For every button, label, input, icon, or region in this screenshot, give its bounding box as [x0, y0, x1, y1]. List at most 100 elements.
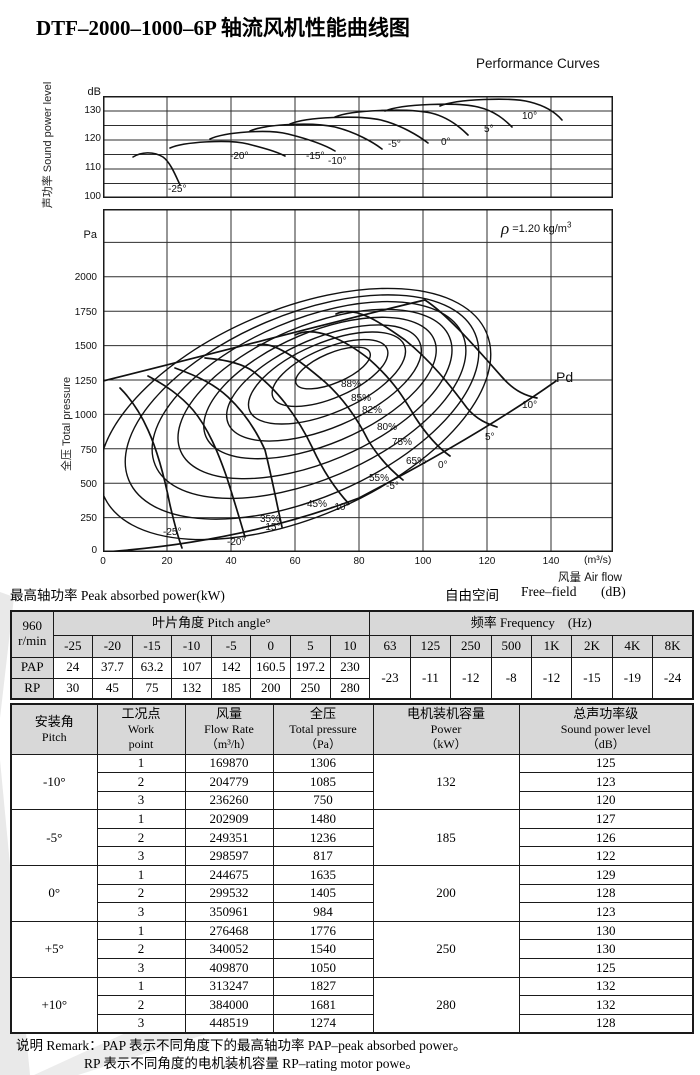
power-cell: 200 [372, 865, 520, 922]
remark-line-2: RP 表示不同角度的电机装机容量 RP–rating motor powe。 [84, 1056, 419, 1071]
pitch-angle-label: -15° [262, 522, 281, 533]
header-power: 电机装机容量 Power （kW） [372, 703, 520, 755]
flow-x-tick: 120 [478, 556, 496, 567]
pap-value: 63.2 [131, 656, 173, 679]
efficiency-label: 55% [369, 473, 390, 484]
pap-value: 142 [210, 656, 252, 679]
pressure-cell: 1274 [272, 1013, 374, 1034]
header-spl-unit: （dB） [586, 737, 625, 752]
work-point-cell: 1 [96, 865, 186, 885]
power-cell: 132 [372, 753, 520, 811]
free-field-caption-en: Free–field [521, 584, 577, 599]
sound-y-tick: 120 [84, 133, 101, 144]
spl-cell: 122 [518, 846, 694, 867]
sound-curve-label: -20° [230, 151, 249, 162]
flow-axis-title: 风量 Air flow [558, 572, 622, 584]
flow-x-tick: 40 [225, 556, 237, 567]
efficiency-contour-80 [225, 324, 423, 442]
pitch-angle-label: -10° [331, 502, 350, 513]
pressure-cell: 1827 [272, 976, 374, 997]
spl-cell: 120 [518, 790, 694, 811]
pitch-angle-label: -20° [227, 537, 246, 548]
spl-cell: 123 [518, 772, 694, 792]
pitch-curve--15 [174, 367, 283, 528]
header-pressure-zh: 全压 [309, 706, 336, 722]
pressure-y-tick: 500 [80, 479, 97, 490]
page-title: DTF–2000–1000–6P 轴流风机性能曲线图 [36, 16, 410, 40]
flow-cell: 299532 [184, 883, 274, 904]
header-work-point: 工况点 Work point [96, 703, 186, 755]
sound-curve--20 [169, 140, 286, 157]
pitch-angle-label: -5° [386, 481, 399, 492]
work-point-cell: 1 [96, 753, 186, 774]
flow-cell: 169870 [184, 753, 274, 774]
flow-cell: 236260 [184, 790, 274, 811]
header-flow: 风量 Flow Rate （m³/h） [184, 703, 274, 755]
pap-value: 37.7 [92, 656, 133, 679]
pitch-cell: +5° [10, 920, 98, 978]
freq-col-header: 63 [369, 634, 411, 658]
spl-cell: 123 [518, 902, 694, 922]
freq-value: -12 [530, 656, 573, 700]
work-point-cell: 1 [96, 976, 186, 997]
pressure-y-tick: 1750 [74, 307, 97, 318]
pitch-cell: -5° [10, 809, 98, 867]
pressure-cell: 750 [272, 790, 374, 811]
work-point-cell: 3 [96, 958, 186, 978]
efficiency-contour-65 [177, 308, 453, 480]
spl-cell: 132 [518, 976, 694, 997]
pressure-cell: 984 [272, 902, 374, 922]
sound-curve-label: -5° [388, 139, 401, 150]
efficiency-label: 88% [341, 379, 362, 390]
pap-row-label: PAP [10, 656, 54, 679]
freq-value: -12 [450, 656, 492, 700]
pitch-curve--5 [257, 343, 404, 481]
header-spl-zh: 总声功率级 [573, 706, 639, 722]
efficiency-contour-35 [103, 287, 492, 541]
spl-cell: 127 [518, 809, 694, 829]
efficiency-label: 75% [392, 437, 413, 448]
free-field-caption-zh: 自由空间 [445, 588, 499, 603]
work-point-table: 安装角 Pitch 工况点 Work point 风量 Flow Rate （m… [10, 703, 694, 1034]
frequency-header: 频率 Frequency (Hz) [369, 610, 694, 636]
work-point-cell: 2 [96, 939, 186, 960]
pitch-angle-label: -25° [163, 527, 182, 538]
angle-col-header: -25 [52, 634, 94, 658]
flow-cell: 448519 [184, 1013, 274, 1034]
pressure-y-tick: 1500 [74, 341, 97, 352]
angle-col-header: 0 [250, 634, 292, 658]
pitch-curve-0 [294, 330, 451, 457]
flow-x-tick: 100 [414, 556, 432, 567]
work-point-cell: 3 [96, 1013, 186, 1034]
pitch-curve--20 [147, 375, 246, 538]
pitch-angle-label: 10° [522, 400, 538, 411]
sound-curve-label: -15° [306, 151, 325, 162]
pressure-y-tick: 2000 [74, 272, 97, 283]
flow-x-tick: 60 [289, 556, 301, 567]
page-subtitle: Performance Curves [476, 56, 600, 71]
pressure-y-tick: 1000 [74, 410, 97, 421]
header-point-en2: point [128, 737, 154, 752]
frequency-unit: (Hz) [567, 615, 592, 631]
efficiency-label: 80% [377, 422, 398, 433]
rp-value: 200 [250, 677, 292, 700]
flow-cell: 384000 [184, 995, 274, 1015]
freq-col-header: 1K [530, 634, 573, 658]
efficiency-contour-88 [295, 346, 371, 390]
sound-curve-label: 5° [484, 124, 494, 135]
angle-col-header: -10 [171, 634, 212, 658]
efficiency-label: 35% [260, 514, 281, 525]
pressure-unit-label: Pa [83, 229, 97, 241]
power-table-caption: 最高轴功率 Peak absorbed power(kW) [10, 588, 225, 603]
freq-value: -24 [652, 656, 694, 700]
power-table: 960 r/min 叶片角度 Pitch angle° 频率 Frequency… [10, 610, 695, 700]
work-point-cell: 2 [96, 995, 186, 1015]
pd-curve [103, 380, 557, 552]
flow-cell: 409870 [184, 958, 274, 978]
pressure-cell: 1085 [272, 772, 374, 792]
pd-label: Pd [556, 369, 574, 385]
flow-cell: 298597 [184, 846, 274, 867]
power-cell: 250 [372, 920, 520, 978]
header-pressure-unit: （Pa） [304, 737, 341, 752]
header-pitch: 安装角 Pitch [10, 703, 98, 755]
